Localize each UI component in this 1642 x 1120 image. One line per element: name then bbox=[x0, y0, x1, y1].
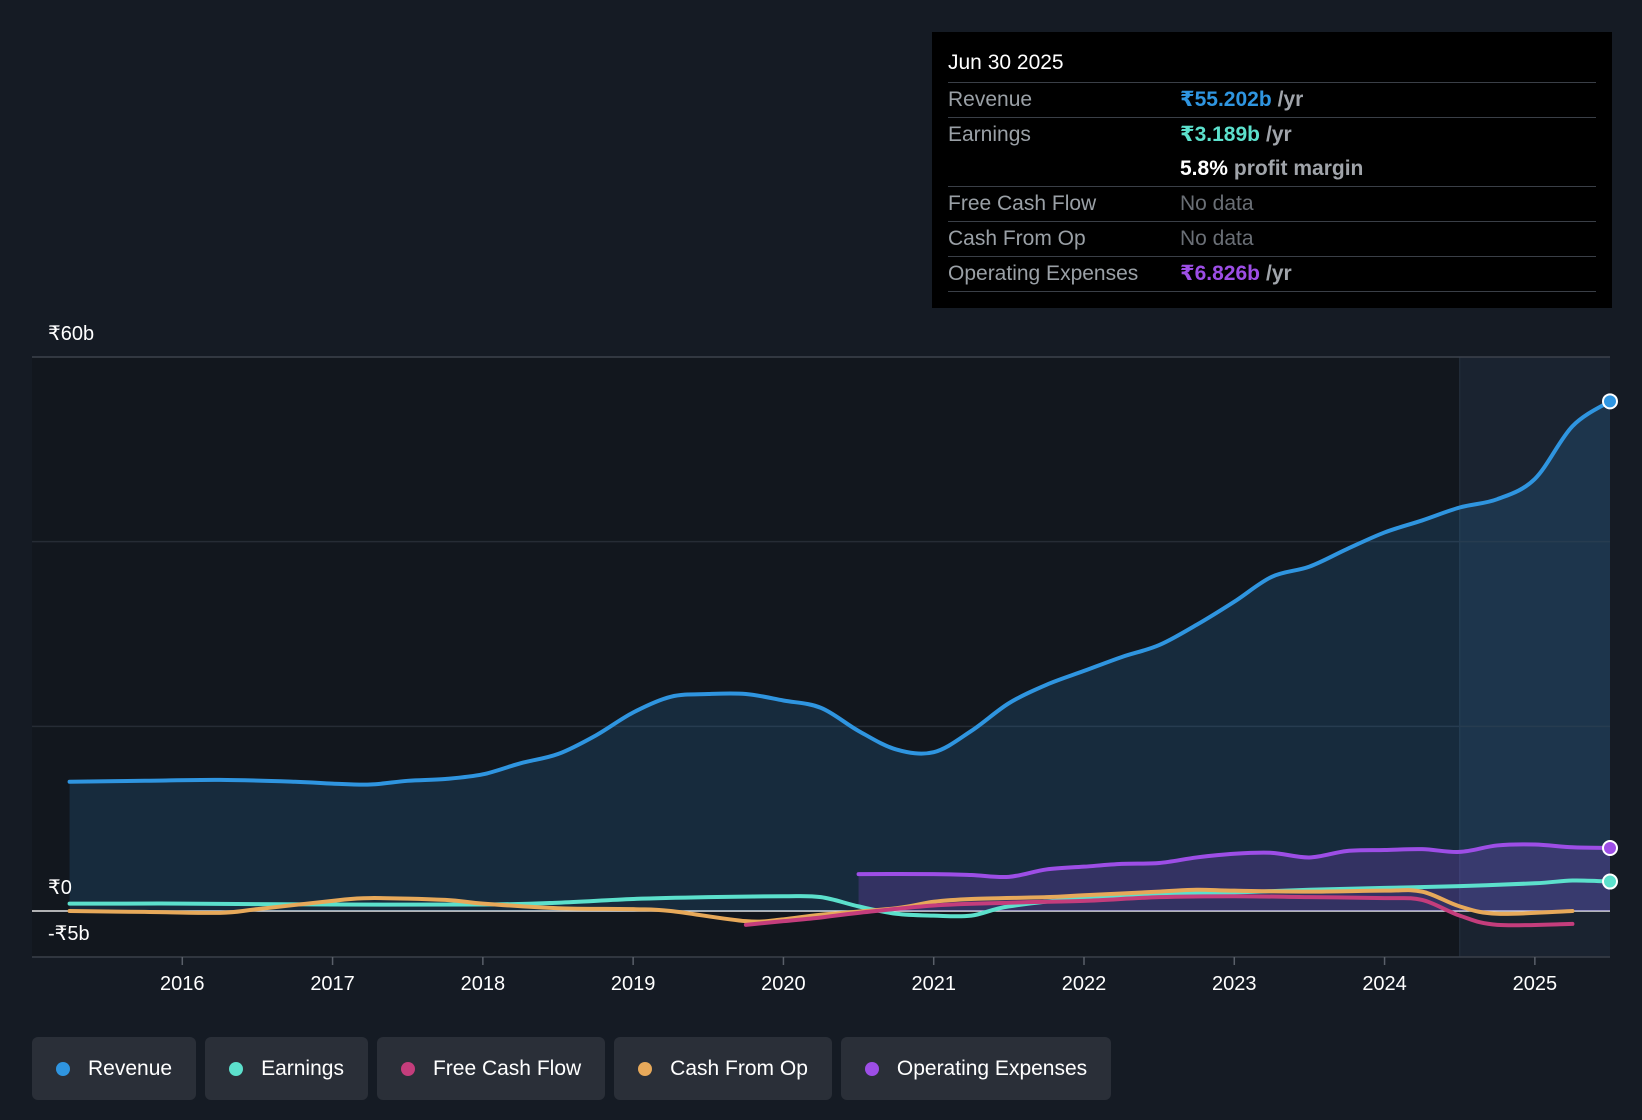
legend-label-earnings: Earnings bbox=[261, 1056, 344, 1080]
tooltip-date: Jun 30 2025 bbox=[948, 46, 1596, 83]
tooltip-value-revenue: ₹55.202b bbox=[1180, 88, 1272, 111]
legend-item-revenue[interactable]: Revenue bbox=[32, 1037, 197, 1100]
tooltip-unit-earnings: /yr bbox=[1266, 123, 1292, 146]
x-tick-label-2024: 2024 bbox=[1362, 973, 1407, 995]
legend-dot-cash-from-op bbox=[638, 1061, 653, 1076]
x-tick-label-2023: 2023 bbox=[1212, 973, 1257, 995]
tooltip-value-opex: ₹6.826b bbox=[1180, 262, 1260, 285]
series-area-opex bbox=[858, 844, 1610, 911]
legend-item-cash-from-op[interactable]: Cash From Op bbox=[614, 1037, 832, 1100]
legend-label-operating-expenses: Operating Expenses bbox=[896, 1056, 1088, 1080]
series-endpoint-earnings bbox=[1602, 873, 1618, 890]
tooltip-row-cfo: Cash From Op No data bbox=[948, 222, 1596, 257]
x-tick-label-2022: 2022 bbox=[1062, 973, 1107, 995]
tooltip-row-earnings: Earnings ₹3.189b/yr bbox=[948, 118, 1596, 152]
series-line-revenue bbox=[67, 399, 1612, 787]
tooltip-label-revenue: Revenue bbox=[948, 88, 1033, 111]
tooltip-unit-revenue: /yr bbox=[1277, 88, 1304, 111]
x-tick-label-2020: 2020 bbox=[761, 973, 806, 995]
tooltip-value-fcf: No data bbox=[1180, 192, 1254, 215]
legend-label-cash-from-op: Cash From Op bbox=[670, 1056, 808, 1080]
x-tick-label-2018: 2018 bbox=[461, 973, 506, 995]
plot-background bbox=[32, 357, 1610, 957]
legend-item-free-cash-flow[interactable]: Free Cash Flow bbox=[376, 1037, 606, 1100]
y-label-bottom: -₹5b bbox=[48, 923, 90, 945]
series-line-earnings bbox=[67, 878, 1612, 919]
series-line-opex bbox=[856, 842, 1612, 880]
x-tick-label-2016: 2016 bbox=[160, 973, 205, 995]
tooltip-label-opex: Operating Expenses bbox=[948, 262, 1139, 285]
tooltip-value-margin: 5.8% bbox=[1180, 157, 1228, 180]
tooltip-panel: Jun 30 2025 Revenue ₹55.202b/yr Earnings… bbox=[932, 32, 1612, 308]
series-endpoint-opex bbox=[1602, 839, 1618, 856]
tooltip-unit-opex: /yr bbox=[1266, 262, 1292, 285]
legend-label-revenue: Revenue bbox=[88, 1056, 173, 1080]
x-tick-label-2017: 2017 bbox=[310, 973, 355, 995]
tooltip-unit-margin: profit margin bbox=[1233, 157, 1364, 180]
x-tick-label-2019: 2019 bbox=[611, 973, 656, 995]
tooltip-label-cfo: Cash From Op bbox=[948, 227, 1086, 250]
tooltip-row-margin: 5.8% profit margin bbox=[948, 152, 1596, 187]
series-endpoint-revenue bbox=[1602, 393, 1618, 410]
legend-item-operating-expenses[interactable]: Operating Expenses bbox=[840, 1037, 1112, 1100]
x-tick-label-2021: 2021 bbox=[911, 973, 956, 995]
tooltip-label-fcf: Free Cash Flow bbox=[948, 192, 1097, 215]
y-label-zero: ₹0 bbox=[48, 877, 72, 899]
tooltip-value-cfo: No data bbox=[1180, 227, 1254, 250]
legend-dot-free-cash-flow bbox=[400, 1061, 415, 1076]
tooltip-label-margin-spacer bbox=[948, 152, 1180, 186]
x-tick-label-2025: 2025 bbox=[1513, 973, 1558, 995]
legend-dot-operating-expenses bbox=[864, 1061, 879, 1076]
legend-dot-earnings bbox=[229, 1061, 244, 1076]
legend-item-earnings[interactable]: Earnings bbox=[205, 1037, 368, 1100]
legend-dot-revenue bbox=[56, 1061, 70, 1076]
y-label-top: ₹60b bbox=[48, 323, 94, 345]
tooltip-label-earnings: Earnings bbox=[948, 123, 1031, 146]
legend: Revenue Earnings Free Cash Flow Cash Fro… bbox=[32, 1037, 1112, 1100]
series-area-revenue bbox=[69, 401, 1611, 911]
tooltip-row-revenue: Revenue ₹55.202b/yr bbox=[948, 83, 1596, 118]
tooltip-value-earnings: ₹3.189b bbox=[1180, 123, 1260, 146]
tooltip-row-opex: Operating Expenses ₹6.826b/yr bbox=[948, 257, 1596, 292]
highlight-region bbox=[1459, 357, 1610, 957]
series-line-fcf bbox=[743, 894, 1575, 928]
tooltip-row-fcf: Free Cash Flow No data bbox=[948, 187, 1596, 222]
legend-label-free-cash-flow: Free Cash Flow bbox=[432, 1056, 582, 1080]
